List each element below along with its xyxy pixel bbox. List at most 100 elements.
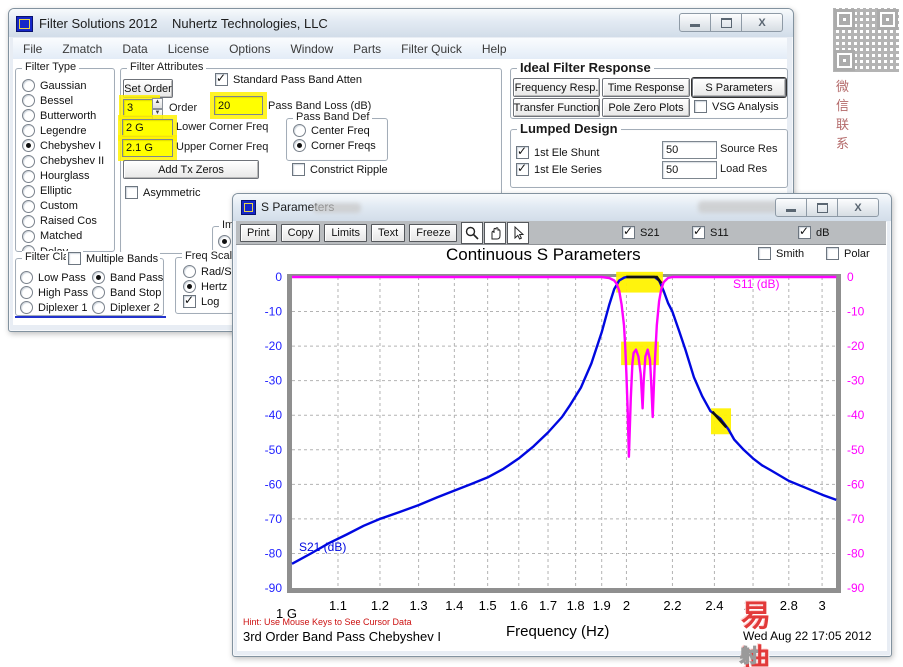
- copy-button[interactable]: Copy: [281, 224, 321, 242]
- transfer-function-button[interactable]: Transfer Function: [513, 98, 600, 117]
- filter-type-option-chebyshev-i[interactable]: Chebyshev I: [22, 138, 104, 153]
- x-axis-label: Frequency (Hz): [506, 623, 609, 640]
- menu-bar: FileZmatchDataLicenseOptionsWindowPartsF…: [13, 38, 787, 60]
- minimize-icon: [786, 209, 796, 212]
- source-res-input[interactable]: 50: [662, 141, 717, 159]
- filter-class-option-diplexer-2[interactable]: Diplexer 2: [92, 300, 162, 315]
- filter-type-option-matched[interactable]: Matched: [22, 229, 104, 244]
- menu-options[interactable]: Options: [219, 42, 280, 56]
- first-ele-shunt-checkbox[interactable]: 1st Ele Shunt: [516, 146, 599, 159]
- freeze-button[interactable]: Freeze: [409, 224, 457, 242]
- arrow-cursor-icon: [510, 225, 526, 241]
- menu-file[interactable]: File: [13, 42, 52, 56]
- checkbox-box: [692, 226, 705, 239]
- frequency-resp--button[interactable]: Frequency Resp.: [513, 78, 600, 97]
- menu-filter-quick[interactable]: Filter Quick: [391, 42, 472, 56]
- minimize-icon: [690, 24, 700, 27]
- pan-tool-button[interactable]: [484, 222, 506, 244]
- freq-scale-hertz-radio[interactable]: Hertz: [183, 280, 227, 293]
- multiple-bands-checkbox[interactable]: Multiple Bands: [66, 252, 160, 265]
- menu-license[interactable]: License: [158, 42, 219, 56]
- limits-button[interactable]: Limits: [324, 224, 367, 242]
- pass-band-loss-input[interactable]: 20: [214, 96, 263, 115]
- filter-type-option-butterworth[interactable]: Butterworth: [22, 108, 104, 123]
- menu-parts[interactable]: Parts: [343, 42, 391, 56]
- radio-label: Low Pass: [38, 272, 86, 284]
- x-tick: 1.7: [539, 598, 557, 613]
- y-tick-right: -20: [847, 339, 865, 353]
- spin-up-icon[interactable]: ▲: [152, 98, 163, 109]
- main-titlebar[interactable]: Filter Solutions 2012 Nuhertz Technologi…: [9, 9, 793, 37]
- y-tick-right: -70: [847, 512, 865, 526]
- menu-zmatch[interactable]: Zmatch: [52, 42, 112, 56]
- filter-type-option-raised-cos[interactable]: Raised Cos: [22, 214, 104, 229]
- radio-label: Diplexer 1: [38, 302, 88, 314]
- plot-close-button[interactable]: X: [837, 198, 879, 217]
- s11-checkbox[interactable]: S11: [692, 226, 729, 239]
- maximize-button[interactable]: [710, 13, 742, 32]
- plot-minimize-button[interactable]: [775, 198, 807, 217]
- plot-titlebar[interactable]: S Parameters X: [233, 194, 891, 221]
- pass-band-def-option-corner-freqs[interactable]: Corner Freqs: [293, 138, 376, 153]
- plot-maximize-button[interactable]: [806, 198, 838, 217]
- add-tx-zeros-button[interactable]: Add Tx Zeros: [123, 160, 259, 179]
- y-tick-right: -90: [847, 581, 865, 595]
- radio-label: Chebyshev I: [40, 140, 101, 152]
- filter-class-option-band-pass[interactable]: Band Pass: [92, 270, 162, 285]
- x-tick: 3: [818, 598, 825, 613]
- source-res-label: Source Res: [720, 143, 777, 155]
- filter-type-option-bessel[interactable]: Bessel: [22, 93, 104, 108]
- filter-class-option-band-stop[interactable]: Band Stop: [92, 285, 162, 300]
- lower-corner-freq-input[interactable]: 2 G: [122, 119, 173, 137]
- menu-window[interactable]: Window: [280, 42, 343, 56]
- first-ele-series-checkbox[interactable]: 1st Ele Series: [516, 163, 602, 176]
- impedance-radio[interactable]: [218, 235, 231, 248]
- filter-type-option-elliptic[interactable]: Elliptic: [22, 184, 104, 199]
- s21-curve: [292, 277, 836, 564]
- radio-dot: [92, 301, 105, 314]
- close-button[interactable]: X: [741, 13, 783, 32]
- radio-label: Raised Cos: [40, 215, 97, 227]
- zoom-tool-button[interactable]: [461, 222, 483, 244]
- set-order-button[interactable]: Set Order: [123, 79, 173, 98]
- pole-zero-plots-button[interactable]: Pole Zero Plots: [602, 98, 690, 117]
- filter-class-option-low-pass[interactable]: Low Pass: [20, 270, 90, 285]
- filter-class-option-high-pass[interactable]: High Pass: [20, 285, 90, 300]
- screen: Filter Solutions 2012 Nuhertz Technologi…: [0, 0, 903, 667]
- standard-pass-band-atten-checkbox[interactable]: Standard Pass Band Atten: [215, 73, 362, 86]
- menu-help[interactable]: Help: [472, 42, 517, 56]
- filter-type-option-hourglass[interactable]: Hourglass: [22, 169, 104, 184]
- upper-corner-freq-input[interactable]: 2.1 G: [122, 139, 173, 157]
- order-spinner[interactable]: ▲▼: [152, 98, 163, 120]
- cursor-tool-button[interactable]: [507, 222, 529, 244]
- menu-data[interactable]: Data: [112, 42, 157, 56]
- vsg-analysis-checkbox[interactable]: VSG Analysis: [694, 100, 779, 113]
- plot-timestamp: Wed Aug 22 17:05 2012: [743, 629, 872, 643]
- pass-band-def-option-center-freq[interactable]: Center Freq: [293, 123, 376, 138]
- db-checkbox[interactable]: dB: [798, 226, 829, 239]
- minimize-button[interactable]: [679, 13, 711, 32]
- filter-type-option-chebyshev-ii[interactable]: Chebyshev II: [22, 153, 104, 168]
- radio-dot: [22, 109, 35, 122]
- filter-type-option-gaussian[interactable]: Gaussian: [22, 78, 104, 93]
- constrict-ripple-checkbox[interactable]: Constrict Ripple: [292, 163, 388, 176]
- checkbox-box: [516, 163, 529, 176]
- cursor-hint-text: Hint: Use Mouse Keys to See Cursor Data: [243, 617, 412, 627]
- pass-band-def-list: Center FreqCorner Freqs: [293, 123, 376, 153]
- filter-attributes-title: Filter Attributes: [127, 61, 206, 73]
- freq-scale-log-checkbox[interactable]: Log: [183, 295, 219, 308]
- chart-plot-area[interactable]: 00-10-10-20-20-30-30-40-40-50-50-60-60-7…: [236, 244, 886, 624]
- print-button[interactable]: Print: [240, 224, 277, 242]
- radio-dot: [183, 265, 196, 278]
- freq-scale-rad-radio[interactable]: Rad/S: [183, 265, 232, 278]
- time-response-button[interactable]: Time Response: [602, 78, 690, 97]
- filter-type-option-legendre[interactable]: Legendre: [22, 123, 104, 138]
- asymmetric-checkbox[interactable]: Asymmetric: [125, 186, 200, 199]
- filter-class-option-diplexer-1[interactable]: Diplexer 1: [20, 300, 90, 315]
- load-res-input[interactable]: 50: [662, 161, 717, 179]
- checkbox-box: [68, 252, 81, 265]
- s21-checkbox[interactable]: S21: [622, 226, 660, 239]
- s-parameters-button[interactable]: S Parameters: [692, 78, 786, 97]
- text-button[interactable]: Text: [371, 224, 405, 242]
- filter-type-option-custom[interactable]: Custom: [22, 199, 104, 214]
